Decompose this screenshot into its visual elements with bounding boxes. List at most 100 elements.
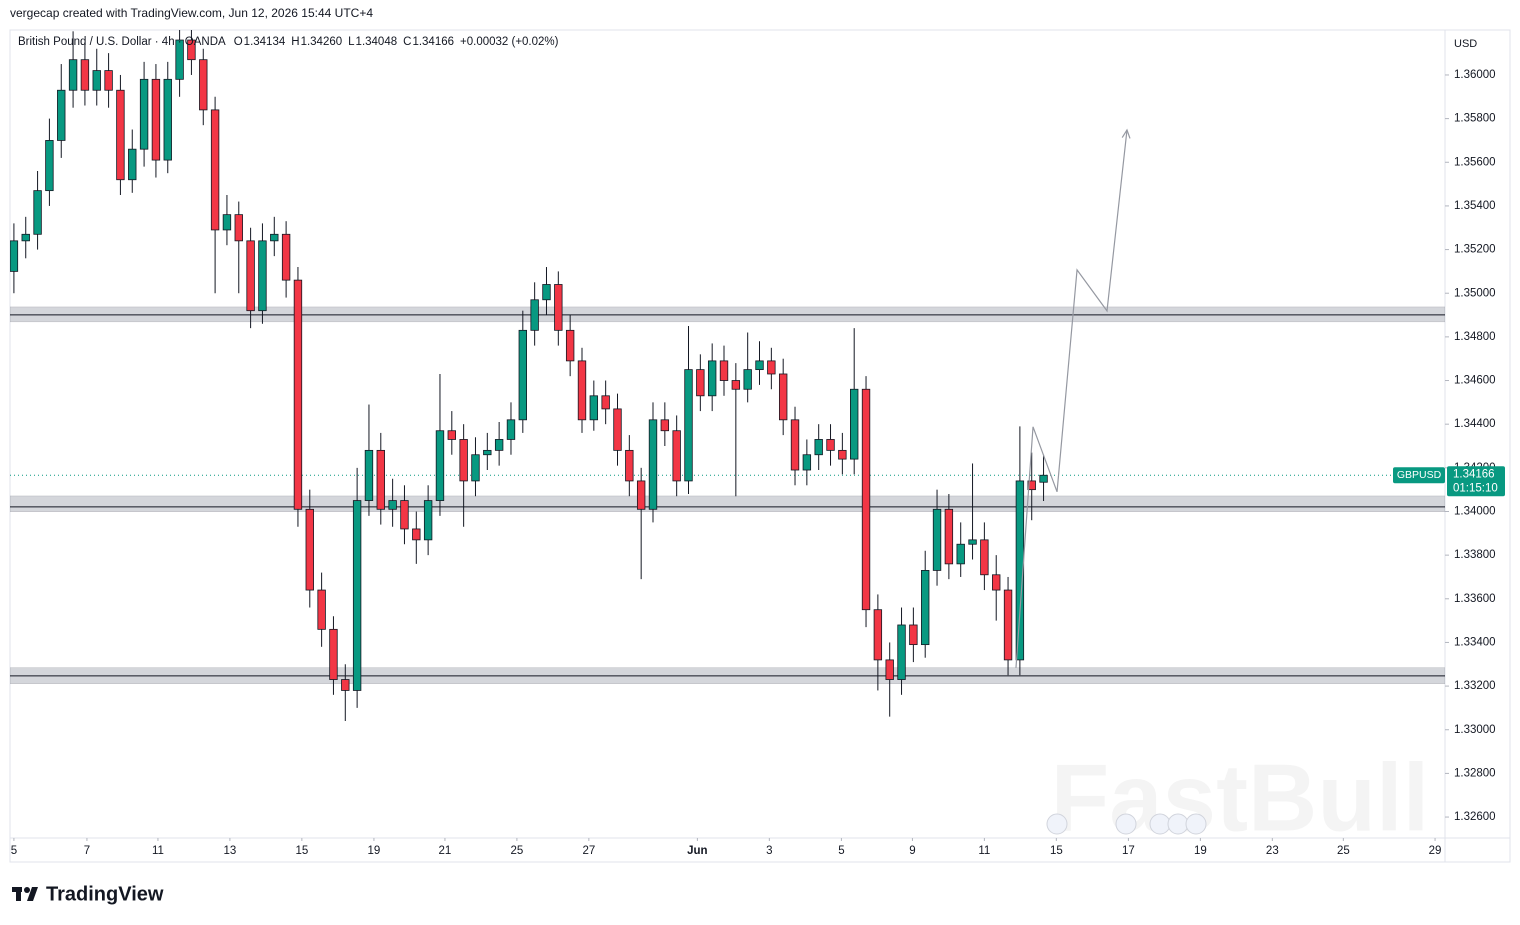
candle-body: [210, 109, 220, 231]
candle-body: [412, 528, 421, 541]
y-tick-label: 1.35200: [1454, 244, 1496, 256]
y-tick-label: 1.34800: [1454, 331, 1496, 343]
currency: USD: [1454, 38, 1477, 50]
y-tick-label: 1.34600: [1454, 375, 1496, 387]
candle-body: [92, 70, 101, 91]
y-tick-label: 1.33000: [1454, 724, 1496, 736]
ticker-label: GBPUSD: [1397, 469, 1442, 481]
candle-body: [530, 299, 539, 331]
candle-body: [992, 574, 1001, 591]
candle-body: [589, 395, 599, 421]
ohlc-prefix: O: [234, 36, 243, 48]
chart-frame: [9, 29, 1511, 863]
event-icon: [1115, 813, 1137, 835]
projection-arrowhead: [1121, 128, 1131, 139]
x-tick-label: 17: [1122, 845, 1135, 857]
x-tick-label: 23: [1266, 845, 1279, 857]
candle-body: [873, 609, 883, 661]
y-tick-label: 1.35000: [1454, 287, 1496, 299]
logo-mark: [16, 887, 21, 901]
y-tick-label: 1.33600: [1454, 593, 1496, 605]
candle-body: [636, 480, 646, 510]
x-tick-label: 11: [978, 845, 990, 857]
candle-body: [376, 449, 385, 510]
candle-body: [897, 624, 906, 680]
candle-body: [826, 439, 835, 451]
candle-body: [151, 78, 161, 161]
event-icon: [1149, 813, 1171, 835]
ohlc-prefix: H: [291, 36, 299, 48]
candle-body: [909, 624, 918, 646]
x-tick-label: 5: [11, 845, 17, 857]
candle-body: [400, 500, 409, 530]
y-tick-label: 1.36000: [1454, 69, 1496, 81]
candle-body: [506, 419, 516, 440]
candle-body: [932, 508, 942, 571]
candle-body: [648, 419, 658, 510]
candle-body: [258, 240, 267, 312]
candle-body: [21, 233, 30, 242]
x-tick-label: 27: [582, 845, 595, 857]
y-tick-label: 1.35400: [1454, 200, 1496, 212]
candle-body: [565, 329, 575, 362]
candle-body: [1015, 480, 1025, 661]
candle-body: [57, 89, 66, 141]
candle-body: [80, 59, 90, 91]
candle-body: [10, 240, 19, 272]
zone: [10, 495, 1445, 512]
candle-body: [459, 439, 468, 482]
candle-body: [790, 419, 800, 471]
candle-body: [778, 373, 788, 421]
candle-body: [483, 449, 492, 456]
ohlc-value: 1.34134: [244, 36, 286, 48]
y-tick-label: 1.33400: [1454, 636, 1496, 648]
candle-body: [956, 543, 965, 565]
candle-body: [743, 369, 752, 390]
candle-body: [944, 508, 954, 565]
x-tick-label: 29: [1429, 845, 1442, 857]
candle-body: [577, 360, 587, 421]
y-tick-label: 1.32800: [1454, 767, 1496, 779]
x-tick-label: 9: [909, 845, 915, 857]
candle-body: [163, 78, 172, 161]
candle-body: [341, 679, 350, 691]
y-tick-label: 1.33200: [1454, 680, 1496, 692]
logo-mark: [27, 887, 38, 901]
candle-body: [317, 589, 326, 630]
candle-body: [719, 360, 729, 381]
ticker-badge: [1393, 467, 1445, 484]
candle-body: [885, 659, 894, 680]
candle-body: [980, 539, 989, 576]
watermark: FastBull: [1051, 744, 1430, 851]
x-tick-label: 15: [1050, 845, 1063, 857]
brand: TradingView: [46, 883, 164, 905]
x-tick-label: 5: [838, 845, 844, 857]
x-tick-label: 21: [439, 845, 452, 857]
candle-body: [684, 369, 693, 482]
candle-body: [270, 233, 279, 242]
candle-body: [104, 70, 113, 91]
candle-body: [802, 454, 812, 471]
ohlc-prefix: C: [403, 36, 411, 48]
candle-body: [199, 59, 208, 111]
candle-body: [494, 439, 504, 451]
ohlc-value: 1.34166: [412, 36, 454, 48]
candle-body: [423, 500, 433, 541]
candle-body: [731, 380, 741, 390]
candle-body: [471, 454, 480, 482]
countdown: 01:15:10: [1453, 482, 1498, 494]
candle-body: [755, 360, 764, 371]
candle-body: [968, 539, 977, 545]
ohlc-prefix: L: [348, 36, 355, 48]
symbol-name: British Pound / U.S. Dollar · 4h · OANDA: [18, 36, 226, 48]
y-tick-label: 1.32600: [1454, 811, 1496, 823]
x-tick-label: 19: [1194, 845, 1207, 857]
event-icons: [1046, 813, 1207, 835]
candle-body: [246, 240, 255, 312]
candle-body: [625, 449, 634, 482]
event-icon: [1167, 813, 1189, 835]
logo: TradingView: [12, 883, 164, 905]
candle-body: [68, 59, 78, 91]
x-tick-label: 7: [84, 845, 90, 857]
